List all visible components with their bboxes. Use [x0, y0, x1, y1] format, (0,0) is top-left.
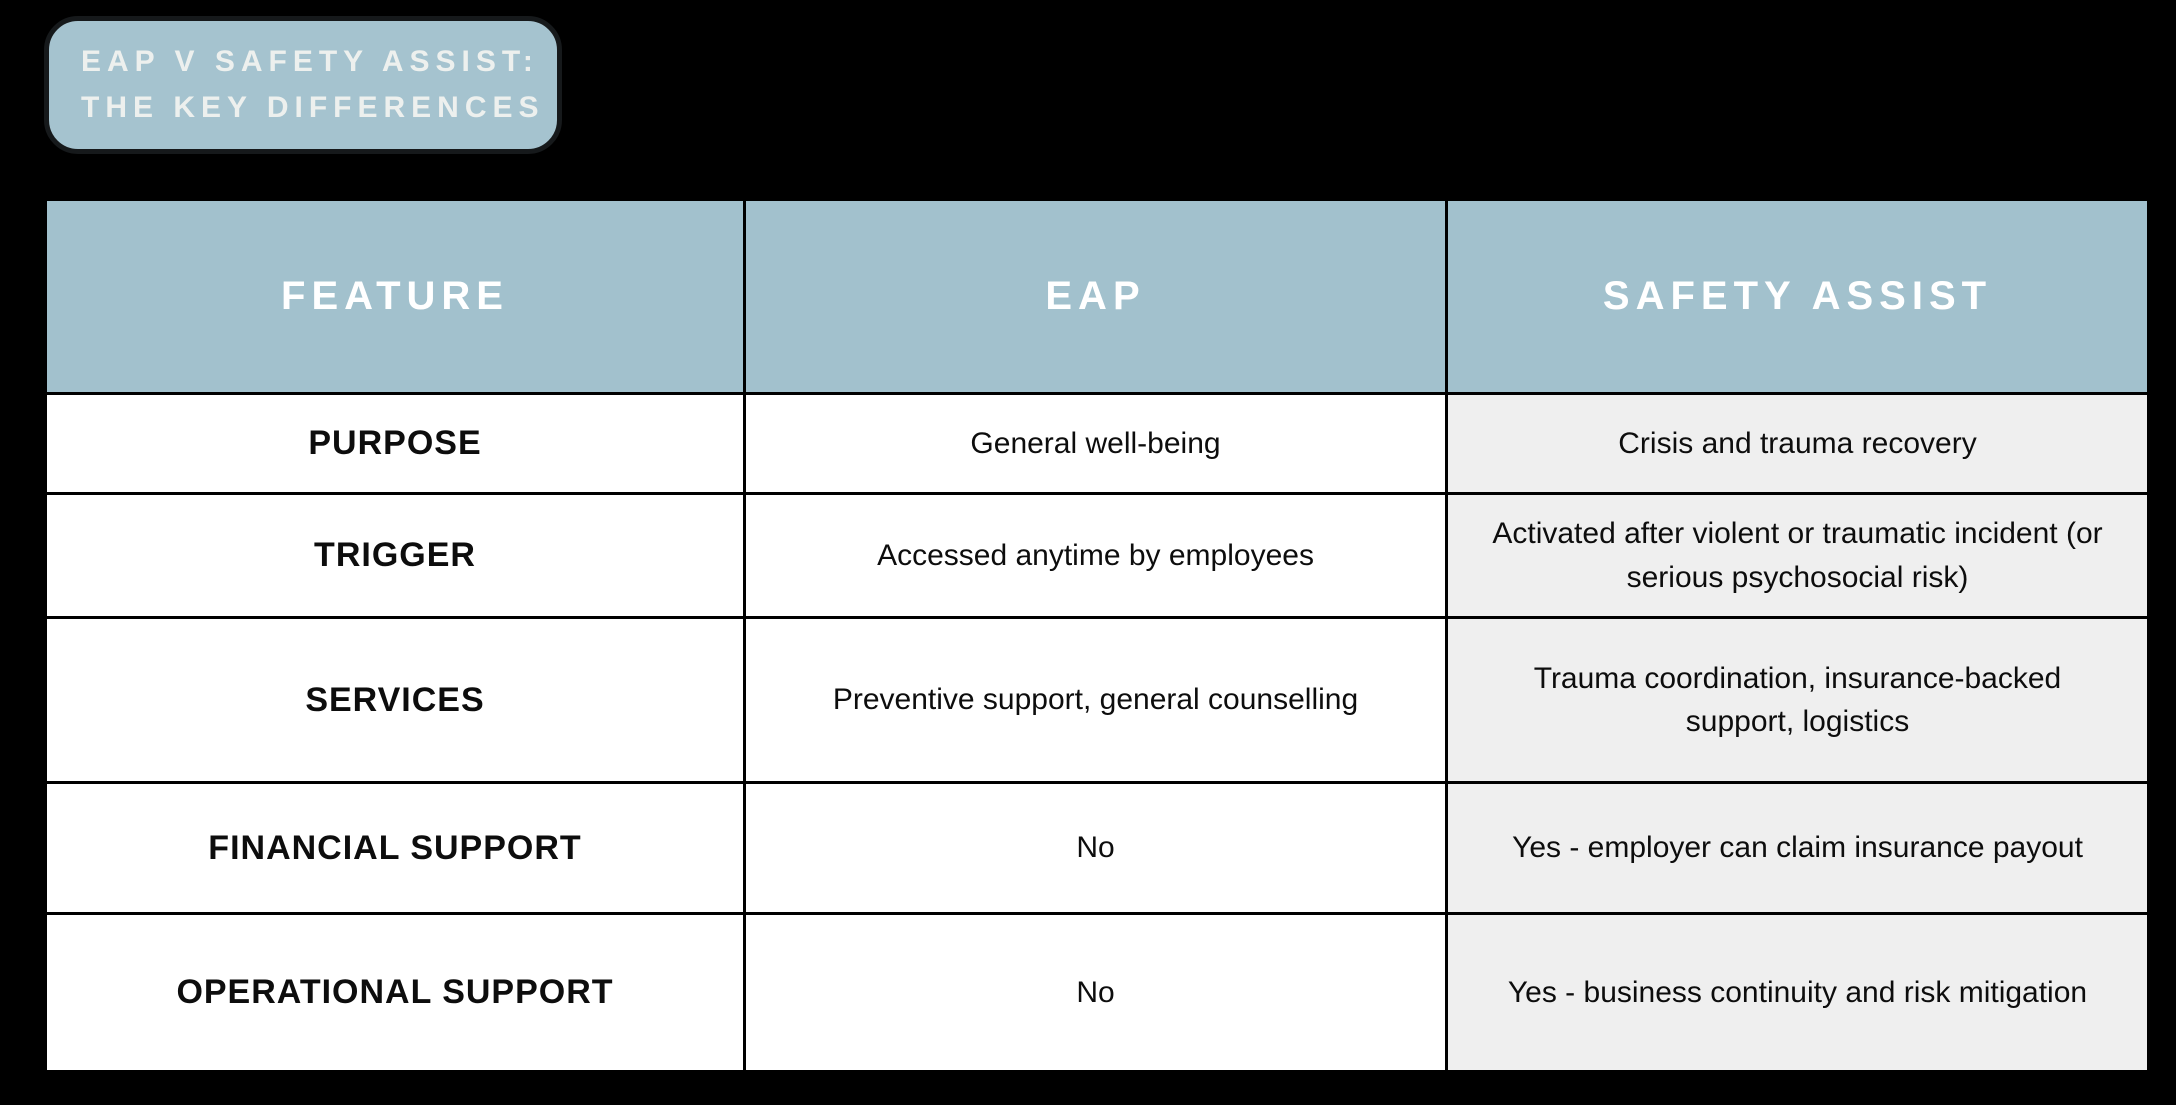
- table-row: TRIGGER Accessed anytime by employees Ac…: [44, 492, 2150, 619]
- title-line-2: THE KEY DIFFERENCES: [81, 91, 545, 124]
- cell-text: Yes - business continuity and risk mitig…: [1507, 975, 2088, 1009]
- title-badge: EAP V SAFETY ASSIST: THE KEY DIFFERENCES: [44, 16, 562, 154]
- header-eap: EAP: [743, 198, 1448, 395]
- cell-text: Crisis and trauma recovery: [1618, 426, 1977, 460]
- safety-assist-cell: Yes - employer can claim insurance payou…: [1445, 781, 2150, 915]
- row-label: FINANCIAL SUPPORT: [44, 781, 746, 915]
- cell-text: Yes - employer can claim insurance payou…: [1512, 831, 2083, 865]
- comparison-table: FEATURE EAP SAFETY ASSIST PURPOSE Genera…: [44, 198, 2150, 1073]
- table-row: OPERATIONAL SUPPORT No Yes - business co…: [44, 912, 2150, 1073]
- cell-text: Activated after violent or traumatic inc…: [1492, 517, 2103, 594]
- safety-assist-cell: Yes - business continuity and risk mitig…: [1445, 912, 2150, 1073]
- table-row: FINANCIAL SUPPORT No Yes - employer can …: [44, 781, 2150, 915]
- row-label: OPERATIONAL SUPPORT: [44, 912, 746, 1073]
- row-label: PURPOSE: [44, 392, 746, 495]
- safety-assist-cell: Crisis and trauma recovery: [1445, 392, 2150, 495]
- comparison-table-container: FEATURE EAP SAFETY ASSIST PURPOSE Genera…: [44, 198, 2150, 1073]
- row-label: TRIGGER: [44, 492, 746, 619]
- header-row: FEATURE EAP SAFETY ASSIST: [44, 198, 2150, 395]
- table-row: PURPOSE General well-being Crisis and tr…: [44, 392, 2150, 495]
- eap-cell: Accessed anytime by employees: [743, 492, 1448, 619]
- eap-cell: Preventive support, general counselling: [743, 616, 1448, 784]
- title-line-1: EAP V SAFETY ASSIST:: [81, 45, 539, 78]
- row-label: SERVICES: [44, 616, 746, 784]
- cell-text: Trauma coordination, insurance-backed su…: [1533, 661, 2062, 739]
- safety-assist-cell: Activated after violent or traumatic inc…: [1445, 492, 2150, 619]
- eap-cell: No: [743, 781, 1448, 915]
- header-safety-assist: SAFETY ASSIST: [1445, 198, 2150, 395]
- safety-assist-cell: Trauma coordination, insurance-backed su…: [1445, 616, 2150, 784]
- header-feature: FEATURE: [44, 198, 746, 395]
- eap-cell: General well-being: [743, 392, 1448, 495]
- table-row: SERVICES Preventive support, general cou…: [44, 616, 2150, 784]
- eap-cell: No: [743, 912, 1448, 1073]
